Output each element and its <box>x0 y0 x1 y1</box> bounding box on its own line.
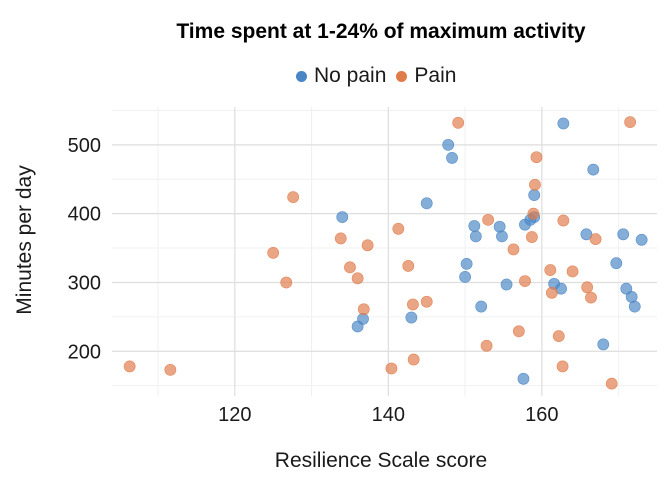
data-point-pain <box>280 276 293 289</box>
data-point-pain <box>385 362 398 375</box>
data-point-pain <box>512 325 525 338</box>
data-point-pain <box>267 246 280 259</box>
legend-item-pain: Pain <box>396 64 456 88</box>
data-point-pain <box>402 260 415 272</box>
data-point-pain <box>581 281 594 294</box>
legend: No pain Pain <box>296 64 466 88</box>
data-point-no-pain <box>496 230 508 243</box>
data-point-no-pain <box>517 372 530 385</box>
x-tick-label: 140 <box>372 404 405 426</box>
data-point-no-pain <box>459 271 471 283</box>
data-point-no-pain <box>557 117 570 130</box>
y-axis-label: Minutes per day <box>13 165 36 315</box>
data-point-no-pain <box>442 138 455 151</box>
data-point-pain <box>420 295 433 308</box>
data-point-pain <box>530 151 543 164</box>
data-point-no-pain <box>617 228 630 241</box>
data-point-no-pain <box>597 338 610 351</box>
data-point-pain <box>407 353 420 366</box>
x-axis-ticks: 120 140 160 <box>218 404 558 426</box>
y-axis-ticks: 200 300 400 500 <box>68 135 101 363</box>
data-point-no-pain <box>620 282 633 295</box>
data-point-pain <box>545 286 558 299</box>
y-tick-label: 300 <box>68 272 101 294</box>
data-point-pain <box>164 363 177 376</box>
data-point-pain <box>357 303 370 316</box>
data-point-no-pain <box>446 152 458 164</box>
data-point-no-pain <box>336 211 349 223</box>
chart-title: Time spent at 1-24% of maximum activity <box>176 20 586 43</box>
data-point-no-pain <box>587 163 600 176</box>
data-point-no-pain <box>469 230 482 243</box>
data-point-no-pain <box>528 189 541 201</box>
x-tick-label: 160 <box>525 404 558 426</box>
data-point-pain <box>556 360 569 373</box>
data-point-pain <box>407 298 419 311</box>
data-point-pain <box>480 339 493 352</box>
grid <box>112 107 657 396</box>
data-point-pain <box>507 243 520 256</box>
data-point-no-pain <box>468 220 481 232</box>
y-tick-label: 500 <box>68 135 101 157</box>
data-point-pain <box>519 275 531 287</box>
data-point-no-pain <box>475 300 488 313</box>
data-point-no-pain <box>405 311 418 324</box>
data-point-pain <box>589 233 602 246</box>
data-point-pain <box>544 264 557 276</box>
data-point-no-pain <box>420 197 433 210</box>
data-point-pain <box>605 377 618 390</box>
data-point-no-pain <box>610 257 623 270</box>
legend-label-pain: Pain <box>414 64 457 87</box>
x-axis-label: Resilience Scale score <box>275 449 487 472</box>
legend-marker-no-pain <box>296 70 307 82</box>
data-point-pain <box>392 222 405 235</box>
data-point-pain <box>361 239 374 252</box>
legend-label-no-pain: No pain <box>314 64 387 87</box>
y-tick-label: 400 <box>68 204 101 226</box>
data-point-pain <box>287 191 300 204</box>
data-point-pain <box>351 272 364 285</box>
data-point-pain <box>527 207 540 220</box>
data-points <box>123 116 648 390</box>
data-point-pain <box>557 214 570 227</box>
data-point-pain <box>452 116 465 129</box>
data-point-no-pain <box>500 278 513 291</box>
data-point-pain <box>334 232 347 245</box>
data-point-pain <box>566 265 579 278</box>
data-point-pain <box>344 261 356 274</box>
y-tick-label: 200 <box>68 341 101 363</box>
data-point-pain <box>525 231 538 243</box>
data-point-pain <box>552 330 565 343</box>
data-point-pain <box>529 178 541 191</box>
data-point-no-pain <box>460 257 473 270</box>
data-point-no-pain <box>580 228 593 241</box>
data-point-pain <box>624 116 637 129</box>
data-point-no-pain <box>628 300 641 313</box>
data-point-pain <box>482 213 495 226</box>
data-point-no-pain <box>493 220 506 233</box>
data-point-pain <box>585 291 597 304</box>
data-point-no-pain <box>635 233 648 246</box>
legend-marker-pain <box>396 70 408 82</box>
data-point-pain <box>123 360 136 373</box>
legend-item-no-pain: No pain <box>296 64 386 88</box>
x-tick-label: 120 <box>218 404 251 426</box>
